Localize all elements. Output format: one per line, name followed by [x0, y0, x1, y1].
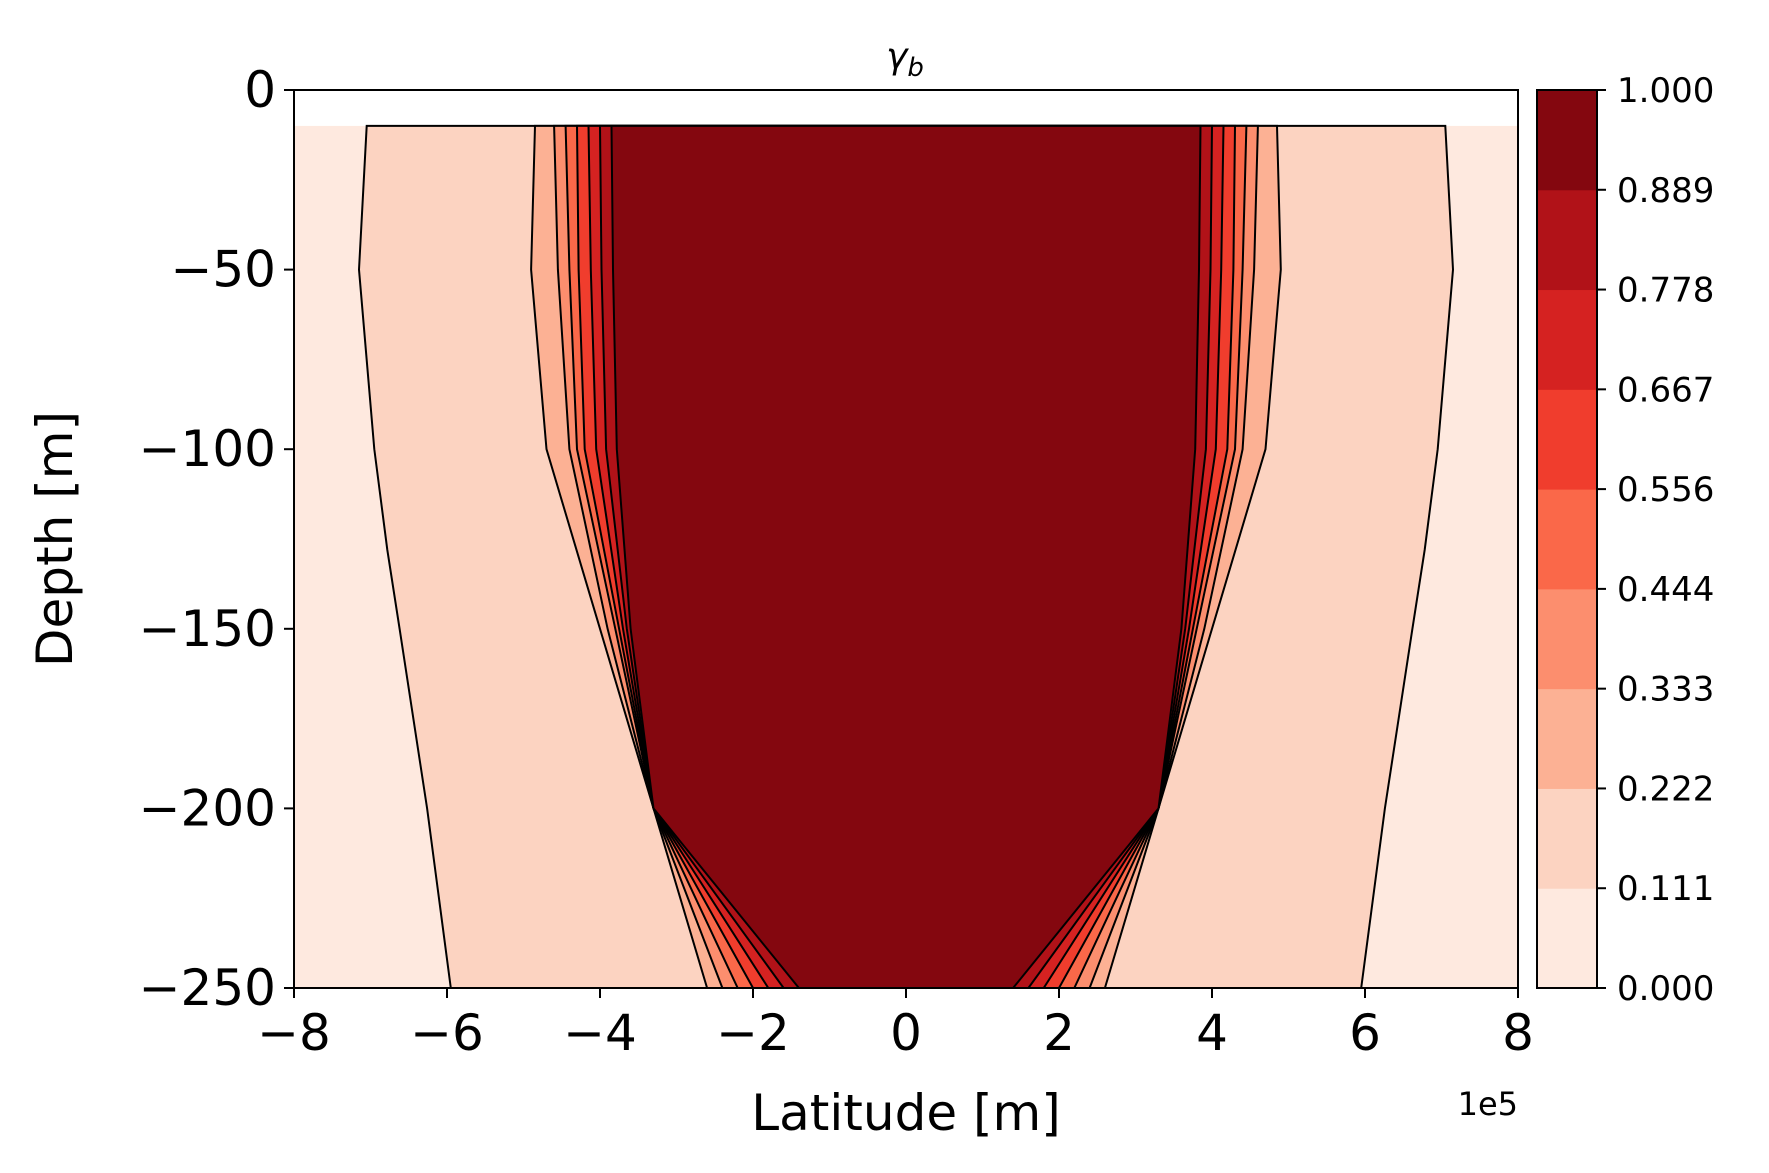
y-tick-label: −200 [139, 779, 276, 837]
y-tick-label: 0 [244, 61, 276, 119]
colorbar-tick-label: 0.778 [1617, 271, 1714, 311]
colorbar-tick-label: 0.444 [1617, 570, 1714, 610]
colorbar-band [1537, 788, 1597, 889]
colorbar-band [1537, 389, 1597, 490]
colorbar-tick-label: 0.333 [1617, 670, 1714, 710]
colorbar-tick-label: 0.222 [1617, 769, 1714, 809]
colorbar-band [1537, 688, 1597, 789]
colorbar-band [1537, 489, 1597, 590]
colorbar-band [1537, 189, 1597, 291]
x-tick-label: −2 [716, 1004, 790, 1062]
colorbar-band [1537, 588, 1597, 690]
y-axis-label: Depth [m] [26, 411, 84, 667]
colorbar: 0.000 0.111 0.222 0.333 0.444 0.556 0.667 0.778… [1536, 71, 1714, 1009]
colorbar-tick-label: 0.667 [1617, 370, 1714, 410]
x-tick-label: −4 [563, 1004, 637, 1062]
colorbar-tick-label: 0.889 [1617, 171, 1714, 211]
plot-area [294, 124, 1518, 988]
x-tick-label: 4 [1196, 1004, 1228, 1062]
x-axis: −8 −6 −4 −2 0 2 4 6 8 [257, 988, 1534, 1062]
x-tick-label: −8 [257, 1004, 331, 1062]
colorbar-band [1537, 90, 1597, 191]
colorbar-band [1537, 888, 1597, 989]
y-tick-label: −150 [139, 600, 276, 658]
colorbar-tick-label: 0.556 [1617, 470, 1714, 510]
colorbar-tick-label: 1.000 [1617, 71, 1714, 111]
colorbar-band [1537, 289, 1597, 390]
contour-region-level-8 [610, 124, 1202, 988]
chart-title: γb [886, 36, 924, 83]
x-tick-label: −6 [410, 1004, 484, 1062]
y-tick-label: −50 [170, 241, 276, 299]
y-tick-label: −100 [139, 420, 276, 478]
x-tick-label: 8 [1502, 1004, 1534, 1062]
x-tick-label: 6 [1349, 1004, 1381, 1062]
colorbar-tick-label: 0.000 [1617, 969, 1714, 1009]
y-axis: 0 −50 −100 −150 −200 −250 [139, 61, 294, 1017]
x-axis-offset-label: 1e5 [1458, 1085, 1518, 1123]
x-tick-label: 0 [890, 1004, 922, 1062]
colorbar-tick-label: 0.111 [1617, 869, 1714, 909]
y-tick-label: −250 [139, 959, 276, 1017]
colorbar-frame [1536, 89, 1598, 989]
x-tick-label: 2 [1043, 1004, 1075, 1062]
x-axis-label: Latitude [m] [751, 1084, 1060, 1142]
